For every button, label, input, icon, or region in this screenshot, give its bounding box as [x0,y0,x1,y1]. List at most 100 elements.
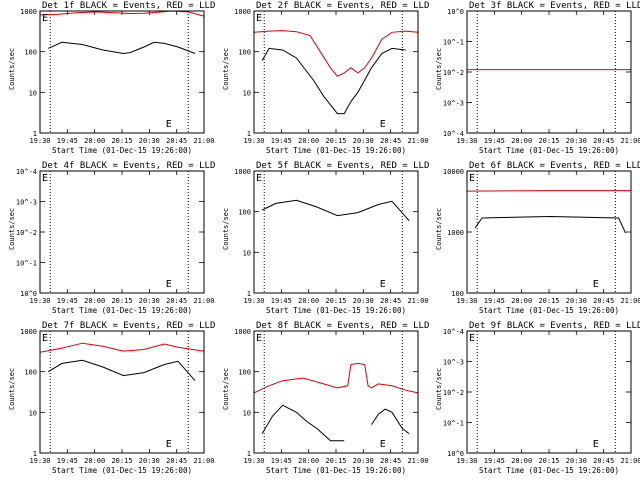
x-tick-label: 20:15 [111,137,132,145]
panel-title: Det 1f BLACK = Events, RED = LLD [42,1,215,11]
annotation-e: E [469,333,475,344]
x-tick-label: 20:15 [538,137,559,145]
x-tick-label: 20:00 [298,457,319,465]
x-axis-label: Start Time (01-Dec-15 19:26:00) [479,466,619,475]
x-tick-label: 20:15 [325,297,346,305]
y-tick-label: 10^-2 [443,389,464,397]
panel-det-5: Det 5f BLACK = Events, RED = LLD Counts/s… [222,161,429,315]
y-tick-label: 10^0 [447,8,464,16]
y-tick-label: 10^-1 [16,260,37,268]
x-tick-label: 20:00 [298,297,319,305]
panel-det-3: Det 3f BLACK = Events, RED = LLD Counts/s… [435,1,640,155]
x-tick-label: 20:30 [139,137,160,145]
annotation-e: E [42,13,48,24]
y-tick-label: 1000 [447,229,464,237]
annotation-e: E [380,439,386,450]
plot-frame [39,170,205,294]
y-tick-label: 1 [247,450,251,458]
y-tick-label: 100 [238,209,251,217]
x-tick-label: 20:15 [111,297,132,305]
y-tick-label: 10^-4 [443,130,464,138]
y-tick-label: 1 [33,130,37,138]
y-tick-label: 10^-2 [16,229,37,237]
x-tick-label: 20:30 [353,457,374,465]
plot-frame [466,330,632,454]
x-tick-label: 20:45 [380,457,401,465]
y-tick-label: 10^-1 [443,420,464,428]
series-events-line [261,47,406,115]
annotation-e: E [256,173,262,184]
y-tick-label: 1 [33,450,37,458]
x-axis-label: Start Time (01-Dec-15 19:26:00) [266,306,406,315]
y-tick-label: 1 [247,130,251,138]
x-tick-label: 21:00 [407,297,428,305]
x-tick-label: 19:45 [484,457,505,465]
series-events-line [47,359,196,382]
panel-title: Det 6f BLACK = Events, RED = LLD [469,161,640,171]
series-lld-line [253,362,419,394]
x-tick-label: 20:30 [353,137,374,145]
x-tick-label: 20:30 [566,297,587,305]
x-tick-label: 20:15 [325,457,346,465]
y-axis-label: Counts/sec [222,48,230,90]
x-tick-label: 20:45 [593,297,614,305]
series-lld-line [466,190,631,192]
y-tick-label: 100 [24,369,37,377]
x-tick-label: 19:45 [57,297,78,305]
x-tick-label: 21:00 [407,137,428,145]
annotation-e: E [469,173,475,184]
panel-det-6: Det 6f BLACK = Events, RED = LLD Counts/s… [435,161,640,315]
panel-title: Det 3f BLACK = Events, RED = LLD [469,1,640,11]
panel-det-4: Det 4f BLACK = Events, RED = LLD Counts/s… [8,161,215,315]
x-tick-label: 19:30 [29,457,50,465]
panel-det-9: Det 9f BLACK = Events, RED = LLD Counts/s… [435,321,640,475]
annotation-e: E [42,173,48,184]
x-tick-label: 19:30 [29,137,50,145]
x-tick-label: 20:30 [139,457,160,465]
x-axis-label: Start Time (01-Dec-15 19:26:00) [479,146,619,155]
x-tick-label: 20:00 [84,297,105,305]
panel-det-7: Det 7f BLACK = Events, RED = LLD Counts/s… [8,321,215,475]
y-tick-label: 10^-4 [443,328,464,336]
panel-title: Det 8f BLACK = Events, RED = LLD [256,321,429,331]
y-tick-label: 100 [24,49,37,57]
x-axis-label: Start Time (01-Dec-15 19:26:00) [266,466,406,475]
y-tick-label: 10 [29,409,37,417]
y-tick-label: 1000 [20,328,37,336]
panel-title: Det 2f BLACK = Events, RED = LLD [256,1,429,11]
x-tick-label: 20:30 [566,137,587,145]
annotation-e: E [380,279,386,290]
y-axis-label: Counts/sec [8,48,16,90]
y-tick-label: 1000 [20,8,37,16]
x-tick-label: 20:00 [511,137,532,145]
plot-frame [39,330,205,454]
x-tick-label: 21:00 [620,457,640,465]
x-tick-label: 19:45 [484,137,505,145]
x-tick-label: 19:30 [29,297,50,305]
y-tick-label: 10 [243,409,251,417]
x-axis-label: Start Time (01-Dec-15 19:26:00) [52,306,192,315]
plot-frame [253,170,419,294]
y-tick-label: 10^0 [20,290,37,298]
panel-det-1: Det 1f BLACK = Events, RED = LLD Counts/s… [8,1,215,155]
y-tick-label: 100 [451,290,464,298]
annotation-e: E [166,279,172,290]
series-events-line [47,41,196,55]
x-tick-label: 20:15 [325,137,346,145]
x-tick-label: 19:30 [456,457,477,465]
x-tick-label: 19:45 [271,137,292,145]
x-tick-label: 21:00 [193,137,214,145]
x-tick-label: 19:30 [456,137,477,145]
series-events-line [474,215,626,234]
y-axis-label: Counts/sec [435,48,443,90]
y-tick-label: 1000 [234,8,251,16]
series-events-line [261,404,345,442]
x-tick-label: 19:30 [243,137,264,145]
y-axis-label: Counts/sec [8,208,16,250]
y-axis-label: Counts/sec [222,208,230,250]
x-tick-label: 20:30 [139,297,160,305]
plot-frame [253,10,419,134]
x-tick-label: 20:45 [166,137,187,145]
x-axis-label: Start Time (01-Dec-15 19:26:00) [266,146,406,155]
x-tick-label: 20:15 [538,457,559,465]
